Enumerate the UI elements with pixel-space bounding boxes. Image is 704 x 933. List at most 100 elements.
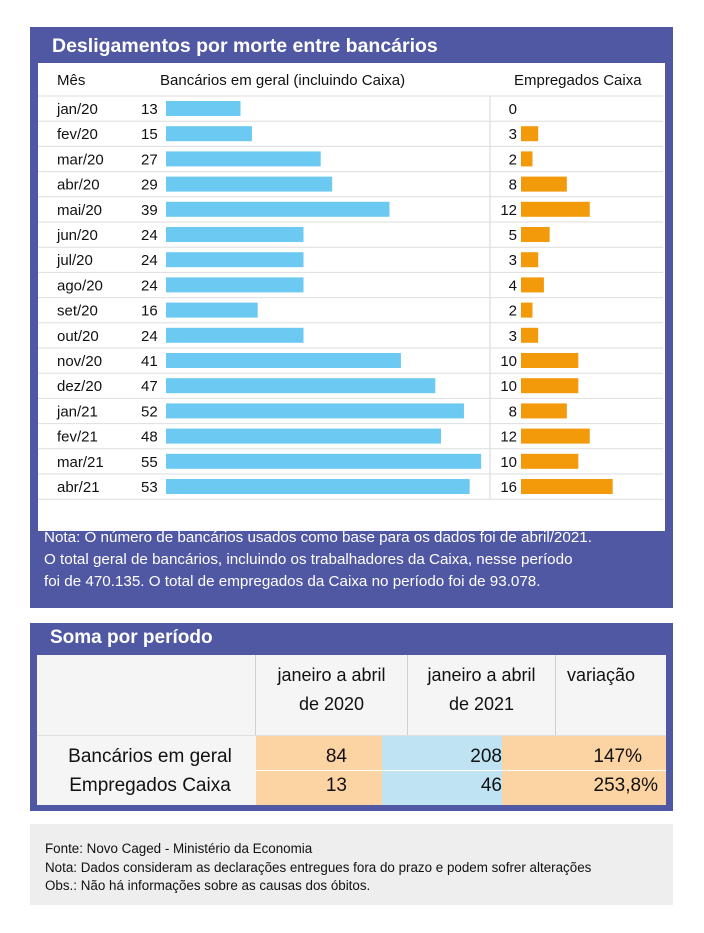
general-bar (166, 378, 436, 394)
summary-table: janeiro a abril de 2020 janeiro a abril … (37, 655, 666, 805)
month-label: abr/20 (57, 177, 100, 194)
month-label: mar/21 (57, 454, 104, 471)
general-value-label: 27 (141, 151, 158, 168)
general-value-label: 16 (141, 303, 158, 320)
caixa-bar (521, 227, 550, 242)
value-variation-general: 147% (593, 746, 642, 767)
column-divider (555, 655, 556, 735)
caixa-bar (521, 327, 539, 343)
general-bar (166, 403, 464, 419)
general-value-label: 24 (141, 227, 158, 244)
month-label: fev/21 (57, 429, 98, 446)
bar-chart: jan/20 13 0 fev/20 15 3 mar/20 27 2 abr/20 29 8 mai/… (38, 95, 663, 500)
month-label: ago/20 (57, 277, 103, 294)
value-2020-general: 84 (325, 746, 347, 767)
general-value-label: 55 (141, 454, 158, 471)
month-label: jan/21 (56, 403, 98, 420)
caixa-value-label: 8 (509, 403, 517, 420)
column-header-2020: janeiro a abril de 2020 (256, 661, 407, 719)
caixa-value-label: 2 (509, 303, 517, 320)
caixa-value-label: 4 (509, 277, 517, 294)
value-variation-caixa: 253,8% (593, 775, 658, 796)
footer-note: Nota: Dados consideram as declarações en… (45, 860, 592, 875)
month-label: jan/20 (56, 101, 98, 118)
caixa-bar (521, 479, 613, 494)
caixa-value-label: 10 (500, 353, 517, 370)
caixa-value-label: 0 (509, 101, 517, 118)
general-bar (166, 126, 252, 142)
month-label: fev/20 (57, 126, 98, 143)
value-2021-caixa: 46 (480, 775, 502, 796)
general-value-label: 29 (141, 177, 158, 194)
value-2020-caixa: 13 (325, 775, 347, 796)
caixa-bar (521, 201, 590, 217)
general-value-label: 52 (141, 403, 158, 420)
general-bar (166, 277, 304, 293)
caixa-value-label: 12 (500, 429, 517, 446)
chart-note: Nota: O número de bancários usados como … (44, 527, 664, 593)
column-header-line: janeiro a abril (427, 665, 536, 685)
column-header-variation: variação (567, 665, 636, 685)
general-value-label: 24 (141, 277, 158, 294)
general-value-label: 13 (141, 101, 158, 118)
month-label: dez/20 (57, 378, 102, 395)
caixa-column-header: Empregados Caixa (514, 72, 642, 89)
month-label: jun/20 (56, 227, 98, 244)
month-label: abr/21 (57, 479, 100, 496)
general-bar (166, 327, 304, 343)
column-header-line: de 2020 (298, 694, 365, 714)
general-bar (166, 151, 321, 167)
general-value-label: 24 (141, 252, 158, 269)
month-label: set/20 (57, 303, 98, 320)
footer-obs: Obs.: Não há informações sobre as causas… (45, 878, 371, 893)
note-line: Nota: O número de bancários usados como … (44, 529, 592, 546)
row-label-caixa: Empregados Caixa (69, 775, 231, 796)
month-label: mar/20 (57, 151, 104, 168)
general-bar (166, 302, 258, 318)
note-line: foi de 470.135. O total de empregados da… (44, 573, 541, 590)
month-label: out/20 (57, 328, 99, 345)
caixa-value-label: 10 (500, 454, 517, 471)
general-bar (166, 428, 442, 444)
column-divider (407, 655, 408, 735)
note-line: O total geral de bancários, incluindo os… (44, 551, 573, 568)
footer-source: Fonte: Novo Caged - Ministério da Econom… (45, 841, 313, 856)
caixa-bar (521, 302, 533, 318)
general-bar (166, 176, 333, 192)
month-label: jul/20 (56, 252, 93, 269)
caixa-value-label: 12 (500, 202, 517, 219)
general-column-header: Bancários em geral (incluindo Caixa) (160, 72, 406, 89)
general-bar (166, 353, 401, 368)
row-label-general: Bancários em geral (68, 746, 232, 767)
general-bar (166, 227, 304, 242)
general-value-label: 41 (141, 353, 158, 370)
month-label: nov/20 (57, 353, 102, 370)
caixa-value-label: 3 (509, 328, 517, 345)
general-value-label: 47 (141, 378, 158, 395)
row-divider (37, 735, 666, 736)
general-bar (166, 201, 390, 217)
chart-title: Desligamentos por morte entre bancários (52, 35, 438, 57)
general-value-label: 53 (141, 479, 158, 496)
column-divider (255, 655, 256, 735)
caixa-bar (521, 378, 579, 394)
caixa-bar (521, 151, 533, 167)
general-value-label: 39 (141, 202, 158, 219)
caixa-value-label: 3 (509, 252, 517, 269)
caixa-bar (521, 252, 539, 268)
caixa-bar (521, 403, 567, 419)
caixa-bar (521, 126, 539, 142)
caixa-bar (521, 428, 590, 444)
general-bar (166, 453, 482, 469)
caixa-value-label: 8 (509, 177, 517, 194)
general-value-label: 24 (141, 328, 158, 345)
footer-notes: Fonte: Novo Caged - Ministério da Econom… (30, 824, 673, 905)
value-2021-general: 208 (470, 746, 502, 767)
column-header-line: de 2021 (448, 694, 515, 714)
chart-panel: Desligamentos por morte entre bancários … (30, 27, 673, 608)
summary-title: Soma por período (50, 627, 213, 648)
caixa-value-label: 5 (509, 227, 517, 244)
general-value-label: 15 (141, 126, 158, 143)
general-bar (166, 101, 241, 116)
caixa-value-label: 16 (500, 479, 517, 496)
